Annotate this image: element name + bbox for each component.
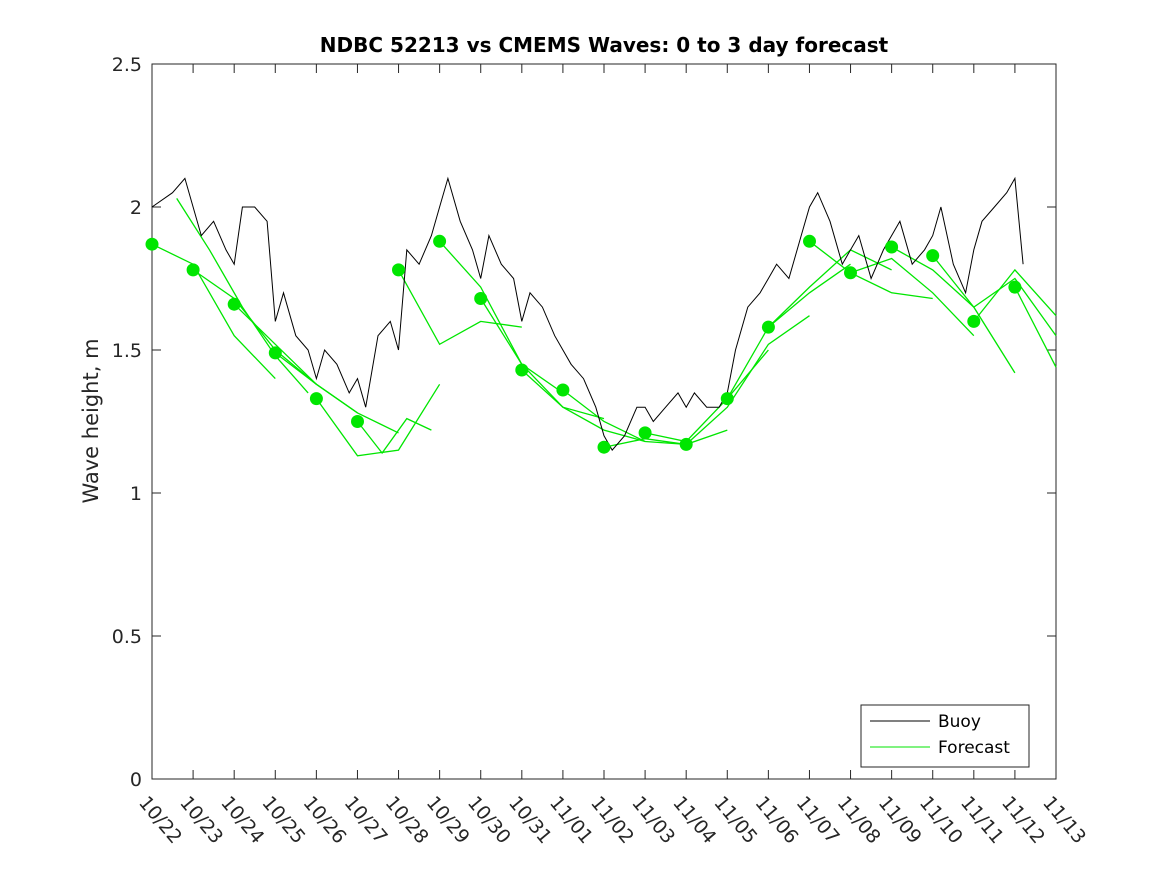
legend-buoy-label: Buoy (938, 712, 981, 732)
legend-box (860, 704, 1030, 768)
forecast-run-line (176, 198, 309, 394)
legend-forecast-label: Forecast (938, 738, 1010, 758)
forecast-analysis-point (392, 263, 405, 277)
forecast-analysis-point (145, 237, 159, 251)
forecast-analysis-points (145, 234, 1022, 454)
forecast-run-line (932, 255, 1057, 337)
forecast-analysis-point (761, 320, 775, 334)
forecast-run-line (397, 269, 522, 346)
forecast-analysis-point (844, 266, 857, 280)
forecast-analysis-point (309, 392, 323, 406)
y-axis: 0 0.5 1 1.5 2 2.5 (112, 54, 1056, 791)
forecast-series (151, 198, 1057, 457)
forecast-run-line (151, 243, 276, 380)
forecast-run-line (850, 257, 975, 337)
forecast-run-line (356, 417, 432, 455)
forecast-analysis-point (474, 292, 488, 305)
y-tick-label: 2 (130, 197, 142, 219)
forecast-run-line (809, 240, 933, 300)
forecast-run-line (315, 383, 441, 457)
forecast-analysis-point (926, 249, 940, 263)
forecast-run-line (726, 263, 851, 399)
chart-title: NDBC 52213 vs CMEMS Waves: 0 to 3 day fo… (320, 33, 889, 57)
forecast-analysis-point (556, 383, 570, 397)
forecast-run-line (973, 268, 1057, 322)
forecast-analysis-point (1008, 280, 1022, 294)
forecast-analysis-point (967, 314, 981, 328)
y-tick-label: 0.5 (112, 626, 142, 648)
forecast-analysis-point (885, 240, 899, 254)
y-tick-label: 1.5 (112, 340, 142, 362)
forecast-run-line (644, 349, 769, 443)
forecast-analysis-point (720, 392, 734, 406)
forecast-analysis-point (597, 440, 611, 454)
forecast-run-line (439, 240, 564, 394)
y-tick-label: 1 (130, 483, 142, 505)
forecast-analysis-point (679, 437, 693, 451)
forecast-run-line (603, 429, 728, 448)
y-axis-label: Wave height, m (79, 338, 103, 503)
forecast-run-line (274, 352, 399, 434)
forecast-analysis-point (268, 346, 282, 360)
forecast-analysis-point (515, 363, 529, 377)
y-tick-label: 2.5 (112, 54, 142, 76)
forecast-run-line (1014, 286, 1057, 368)
buoy-series-line (151, 176, 1024, 451)
forecast-analysis-point (186, 263, 200, 277)
forecast-run-line (562, 389, 687, 446)
y-tick-label: 0 (130, 769, 142, 791)
forecast-analysis-point (227, 297, 241, 311)
forecast-analysis-point (803, 234, 816, 248)
forecast-analysis-point (433, 234, 447, 248)
forecast-run-line (480, 298, 605, 420)
forecast-run-line (767, 249, 892, 328)
forecast-analysis-point (351, 415, 364, 428)
forecast-analysis-point (638, 426, 652, 440)
legend: Buoy Forecast (860, 704, 1030, 768)
forecast-run-line (685, 315, 810, 445)
forecast-run-line (891, 246, 1016, 374)
